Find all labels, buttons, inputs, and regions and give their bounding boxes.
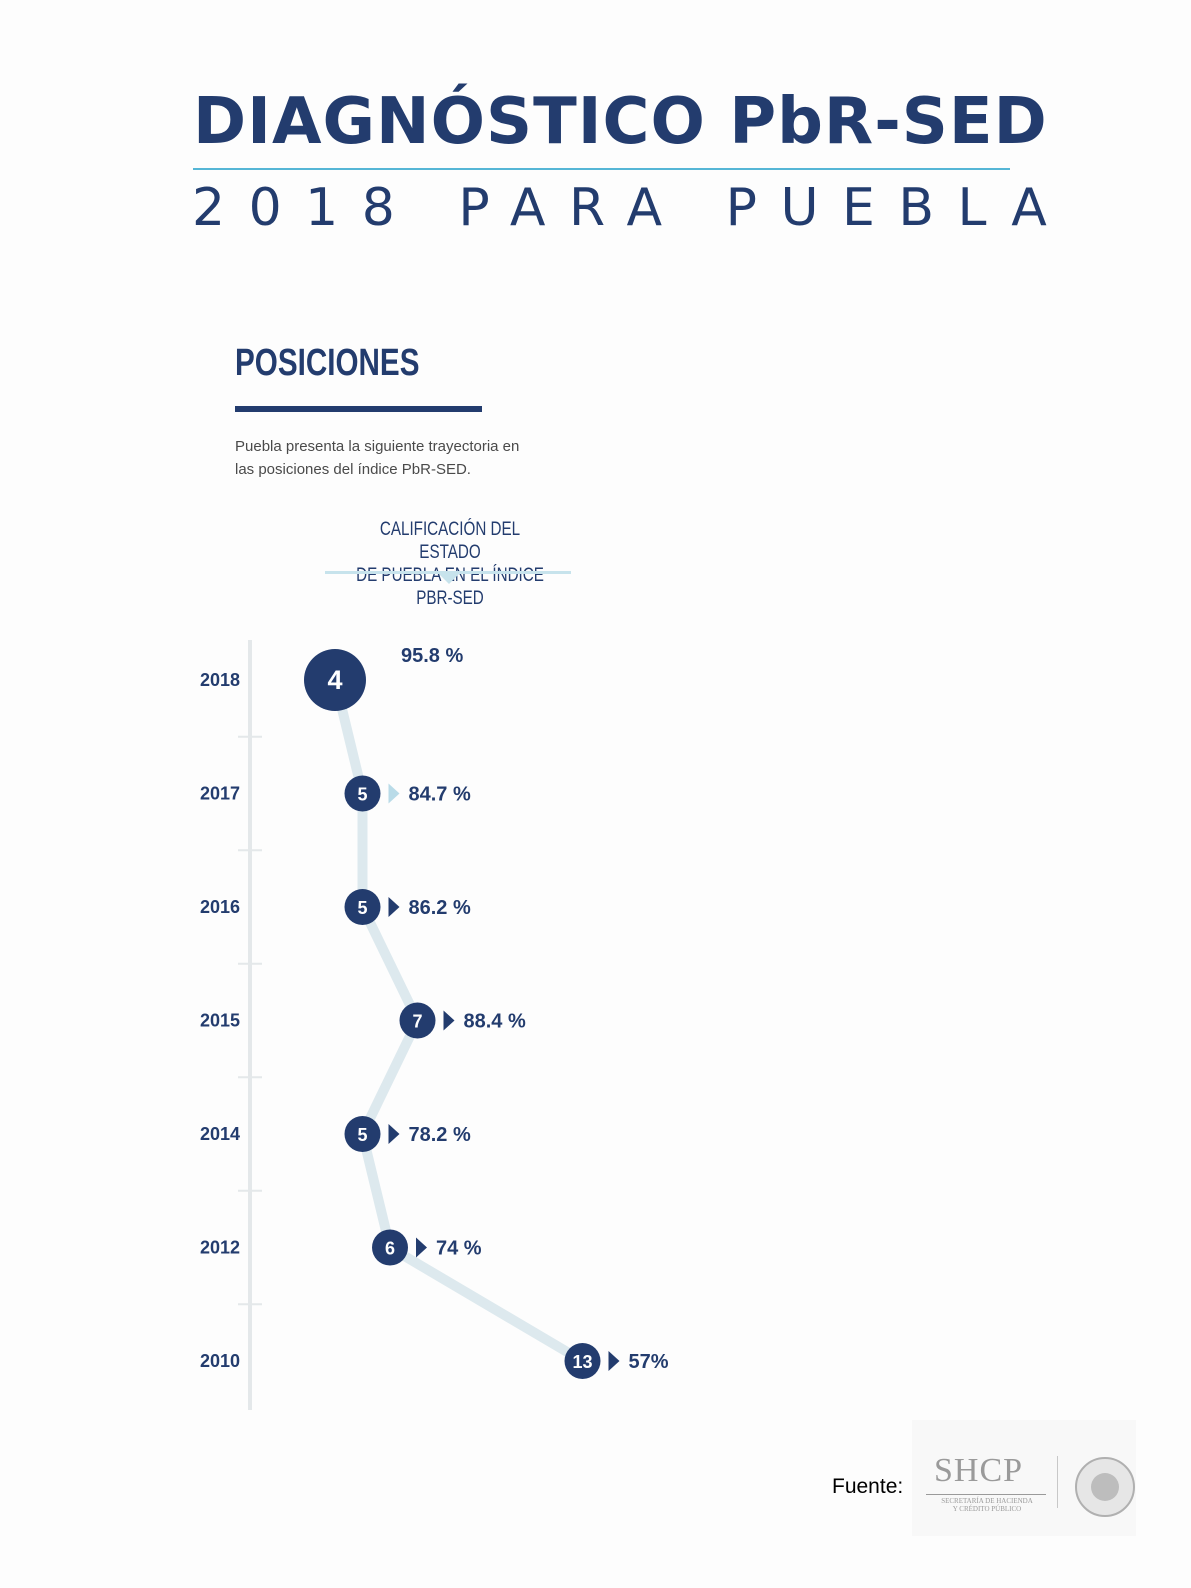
title-divider bbox=[193, 168, 1010, 170]
source-label: Fuente: bbox=[832, 1475, 904, 1498]
logo-rule bbox=[926, 1494, 1046, 1495]
rank-label: 5 bbox=[357, 785, 367, 805]
shcp-logo: SHCP SECRETARÍA DE HACIENDA Y CRÉDITO PÚ… bbox=[912, 1420, 1136, 1536]
year-label: 2010 bbox=[200, 1351, 240, 1371]
rank-marker bbox=[344, 889, 381, 925]
national-seal-icon bbox=[1075, 1457, 1135, 1517]
score-pointer-icon bbox=[416, 1237, 427, 1258]
score-label: 95.8 % bbox=[401, 645, 463, 667]
rank-label: 13 bbox=[572, 1352, 592, 1372]
score-label: 86.2 % bbox=[409, 897, 471, 919]
intro-text: Puebla presenta la siguiente trayectoria… bbox=[235, 435, 565, 481]
rank-marker bbox=[399, 1002, 436, 1039]
logo-divider bbox=[1057, 1456, 1058, 1508]
rank-marker bbox=[564, 1343, 601, 1379]
score-pointer-icon bbox=[388, 897, 400, 917]
score-label: 74 % bbox=[436, 1238, 482, 1260]
year-label: 2016 bbox=[200, 897, 240, 917]
logo-subtext-line-1: SECRETARÍA DE HACIENDA bbox=[941, 1497, 1033, 1505]
chart-label-underline bbox=[325, 571, 571, 574]
rank-marker bbox=[304, 649, 366, 711]
score-pointer-icon bbox=[608, 1351, 620, 1371]
year-label: 2017 bbox=[200, 784, 240, 804]
rank-label: 6 bbox=[385, 1239, 395, 1259]
score-label: 78.2 % bbox=[409, 1124, 471, 1146]
page-subtitle: 2018 PARA PUEBLA bbox=[192, 178, 1071, 238]
intro-line-2: las posiciones del índice PbR-SED. bbox=[235, 461, 471, 478]
rank-marker bbox=[372, 1229, 408, 1266]
page-title: DIAGNÓSTICO PbR-SED bbox=[193, 85, 1048, 159]
logo-subtext-line-2: Y CRÉDITO PÚBLICO bbox=[952, 1505, 1022, 1513]
rank-label: 5 bbox=[357, 1125, 367, 1145]
intro-line-1: Puebla presenta la siguiente trayectoria… bbox=[235, 438, 520, 455]
score-pointer-icon bbox=[388, 1124, 400, 1144]
chart-label-line-1: CALIFICACIÓN DEL ESTADO bbox=[379, 519, 521, 563]
rank-label: 7 bbox=[412, 1012, 422, 1032]
year-label: 2018 bbox=[200, 670, 240, 690]
rank-marker bbox=[344, 1116, 381, 1152]
rank-marker bbox=[344, 775, 381, 812]
section-heading: POSICIONES bbox=[235, 342, 420, 384]
shcp-logo-text: SHCP bbox=[934, 1452, 1024, 1489]
rank-label: 5 bbox=[357, 898, 367, 918]
chart-label-pointer bbox=[439, 574, 459, 584]
score-pointer-icon bbox=[388, 783, 400, 804]
score-label: 57% bbox=[629, 1351, 669, 1373]
logo-subtext: SECRETARÍA DE HACIENDA Y CRÉDITO PÚBLICO bbox=[926, 1497, 1048, 1513]
score-label: 84.7 % bbox=[409, 784, 471, 806]
rank-label: 4 bbox=[327, 665, 342, 695]
section-underline bbox=[235, 406, 482, 412]
year-label: 2014 bbox=[200, 1124, 240, 1144]
year-label: 2012 bbox=[200, 1238, 240, 1258]
score-label: 88.4 % bbox=[464, 1011, 526, 1033]
score-pointer-icon bbox=[443, 1010, 455, 1031]
year-label: 2015 bbox=[200, 1011, 240, 1031]
